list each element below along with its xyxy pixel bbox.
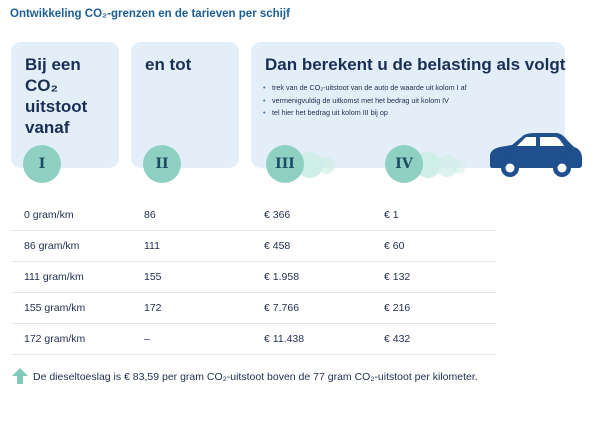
- cell-to: 111: [144, 240, 160, 252]
- column-badge-iv: IV: [385, 145, 423, 183]
- cell-per-gram: € 1: [384, 209, 399, 221]
- header-to: en tot: [145, 55, 192, 74]
- table-row: 86 gram/km 111 € 458 € 60: [11, 231, 496, 262]
- exhaust-puff-icon: [452, 160, 466, 174]
- cell-to: 86: [144, 209, 156, 221]
- header-box-from: [11, 42, 119, 168]
- page-title: Ontwikkeling CO₂-grenzen en de tarieven …: [10, 8, 290, 20]
- cell-per-gram: € 60: [384, 240, 405, 252]
- cell-to: 155: [144, 271, 162, 283]
- table-row: 172 gram/km – € 11.438 € 432: [11, 324, 496, 355]
- arrow-up-icon: [12, 368, 28, 384]
- instruction-list: trek van de CO₂-uitstoot van de auto de …: [262, 82, 467, 120]
- cell-per-gram: € 216: [384, 302, 411, 314]
- exhaust-puff-icon: [318, 157, 335, 174]
- instruction-item: tel hier het bedrag uit kolom III bij op: [262, 107, 467, 120]
- car-icon: [490, 133, 582, 177]
- instruction-item: trek van de CO₂-uitstoot van de auto de …: [262, 82, 467, 95]
- cell-base: € 11.438: [264, 333, 305, 345]
- cell-to: –: [144, 333, 150, 345]
- column-badge-ii: II: [143, 145, 181, 183]
- cell-from: 155 gram/km: [24, 302, 86, 314]
- header-box-to: [131, 42, 239, 168]
- cell-base: € 1.958: [264, 271, 300, 283]
- diesel-surcharge-note: De dieseltoeslag is € 83,59 per gram CO₂…: [33, 371, 478, 383]
- header-from: Bij een CO₂ uitstoot vanaf: [25, 55, 88, 137]
- cell-base: € 458: [264, 240, 291, 252]
- cell-from: 111 gram/km: [24, 271, 84, 283]
- cell-base: € 366: [264, 209, 291, 221]
- cell-per-gram: € 132: [384, 271, 411, 283]
- table-row: 0 gram/km 86 € 366 € 1: [11, 200, 496, 231]
- cell-per-gram: € 432: [384, 333, 411, 345]
- cell-from: 86 gram/km: [24, 240, 80, 252]
- cell-from: 172 gram/km: [24, 333, 86, 345]
- cell-from: 0 gram/km: [24, 209, 74, 221]
- table-row: 111 gram/km 155 € 1.958 € 132: [11, 262, 496, 293]
- cell-base: € 7.766: [264, 302, 300, 314]
- table-row: 155 gram/km 172 € 7.766 € 216: [11, 293, 496, 324]
- column-badge-iii: III: [266, 145, 304, 183]
- instruction-item: vermenigvuldig de uitkomst met het bedra…: [262, 95, 467, 108]
- header-calculation: Dan berekent u de belasting als volgt: [265, 55, 566, 74]
- exhaust-puff-icon: [436, 155, 458, 177]
- cell-to: 172: [144, 302, 162, 314]
- column-badge-i: I: [23, 145, 61, 183]
